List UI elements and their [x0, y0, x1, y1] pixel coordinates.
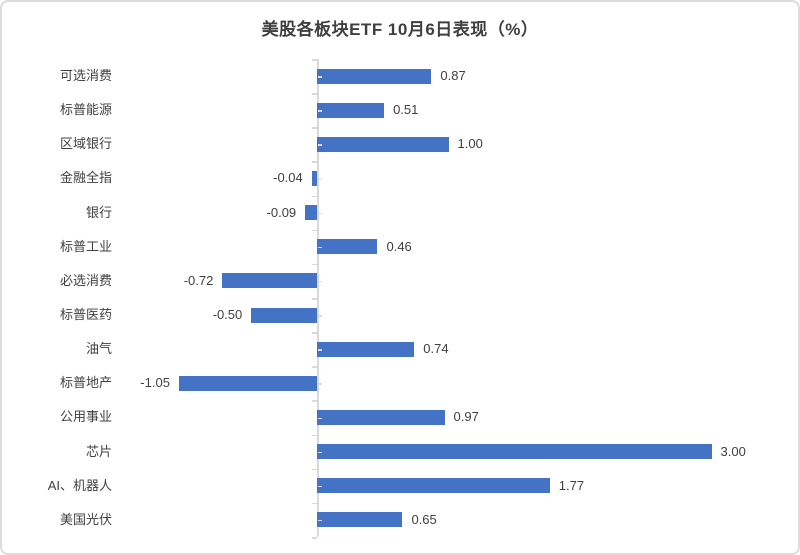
value-label: -1.05	[140, 375, 170, 391]
axis-minor-tick	[318, 417, 322, 419]
category-label: 芯片	[85, 443, 112, 459]
axis-minor-tick	[318, 144, 322, 146]
value-label: 0.46	[386, 238, 412, 254]
axis-minor-tick	[318, 451, 322, 454]
category-label: 区域银行	[59, 136, 112, 152]
axis-minor-tick	[318, 280, 322, 283]
bar	[317, 68, 432, 84]
category-label: 标普工业	[59, 238, 112, 254]
category-label: 标普医药	[59, 307, 112, 322]
value-label: 0.97	[453, 409, 479, 425]
axis-minor-tick	[318, 178, 322, 180]
axis-minor-tick	[318, 76, 322, 78]
bar	[178, 375, 317, 391]
category-label: 美国光伏	[59, 511, 112, 527]
category-label: 必选消费	[59, 272, 112, 288]
axis-minor-tick	[318, 212, 322, 215]
axis-minor-tick	[318, 383, 322, 385]
bar	[317, 341, 415, 357]
axis-tick	[312, 229, 317, 232]
axis-tick	[312, 59, 317, 61]
value-label: 3.00	[720, 443, 746, 459]
axis-tick	[312, 537, 317, 539]
bar	[311, 171, 317, 186]
value-label: -0.09	[266, 204, 297, 220]
axis-tick	[312, 195, 317, 198]
category-label: 银行	[85, 204, 112, 220]
axis-minor-tick	[318, 349, 322, 351]
value-label: 0.51	[393, 102, 419, 118]
bar	[222, 273, 317, 289]
bar	[317, 239, 378, 255]
category-label: 标普能源	[59, 102, 112, 118]
category-axis-line	[317, 59, 319, 537]
value-label: 0.74	[423, 341, 449, 357]
axis-tick	[312, 468, 317, 471]
axis-tick	[312, 161, 317, 163]
value-label: 0.87	[440, 68, 466, 83]
category-label: AI、机器人	[47, 477, 112, 493]
axis-tick	[312, 400, 317, 402]
bar	[317, 102, 385, 118]
bar	[305, 205, 317, 221]
bar	[317, 136, 449, 152]
bar	[317, 410, 445, 425]
axis-minor-tick	[318, 315, 322, 317]
axis-tick	[312, 93, 317, 95]
axis-tick	[312, 502, 317, 505]
axis-tick	[312, 366, 317, 368]
axis-tick	[312, 434, 317, 437]
category-label: 公用事业	[59, 409, 112, 425]
category-label: 标普地产	[59, 375, 112, 391]
bar	[251, 307, 317, 323]
axis-minor-tick	[318, 485, 322, 488]
axis-tick	[312, 263, 317, 266]
category-label: 油气	[85, 341, 112, 357]
value-label: 1.00	[457, 136, 483, 152]
bar	[317, 478, 550, 494]
axis-tick	[312, 127, 317, 129]
axis-tick	[312, 298, 317, 300]
value-label: -0.72	[183, 272, 214, 288]
category-label: 金融全指	[59, 170, 112, 186]
value-label: 1.77	[558, 477, 585, 493]
axis-minor-tick	[318, 110, 322, 112]
value-label: 0.65	[411, 511, 437, 527]
category-label: 可选消费	[59, 68, 112, 83]
axis-minor-tick	[318, 519, 322, 522]
chart-title: 美股各板块ETF 10月6日表现（%）	[261, 20, 539, 39]
axis-tick	[312, 332, 317, 334]
axis-minor-tick	[318, 246, 322, 249]
value-label: -0.04	[273, 170, 303, 186]
bar	[317, 512, 403, 528]
value-label: -0.50	[212, 307, 243, 322]
bar	[317, 444, 712, 460]
